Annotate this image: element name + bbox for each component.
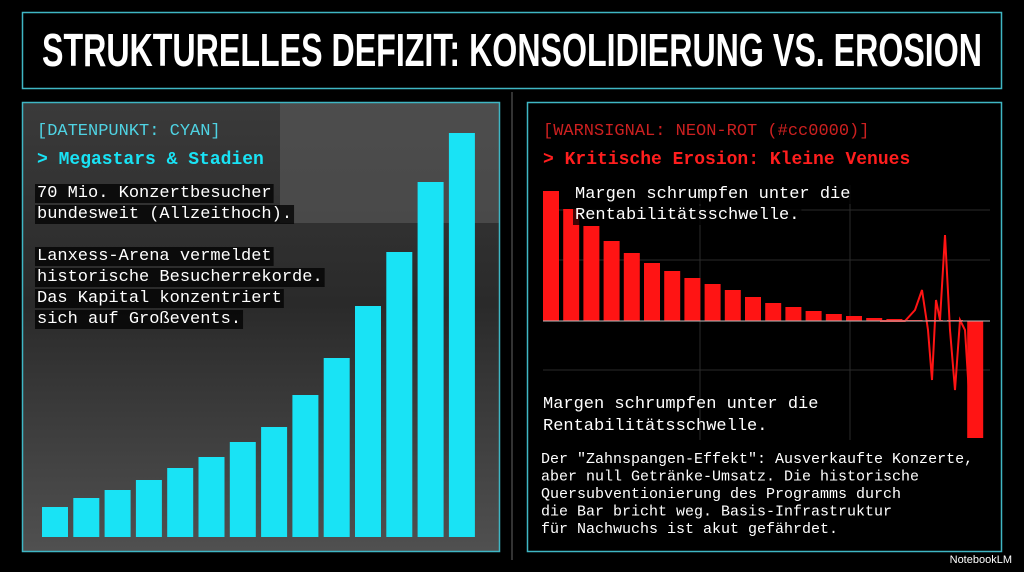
body-text: die Bar bricht weg. Basis-Infrastruktur: [541, 504, 892, 521]
text-backdrop: [35, 205, 295, 224]
bar: [866, 318, 883, 321]
bar: [724, 290, 741, 321]
panel-heading: > Kritische Erosion: Kleine Venues: [543, 150, 910, 170]
bar: [448, 133, 475, 537]
body-text: Lanxess-Arena vermeldet: [37, 247, 272, 266]
bar: [805, 311, 822, 321]
bar: [765, 303, 782, 321]
text-backdrop: [573, 185, 853, 204]
footer-brand: NotebookLM: [950, 554, 1012, 566]
bar: [704, 284, 721, 321]
bar: [825, 314, 842, 321]
title-box: [21, 11, 1003, 90]
text-backdrop: [35, 184, 274, 203]
overlay-text: Rentabilitätsschwelle.: [575, 206, 799, 225]
bar: [386, 252, 413, 537]
bar: [292, 395, 319, 537]
left-panel: [21, 101, 501, 553]
text-backdrop: [573, 206, 802, 225]
panel-heading: > Megastars & Stadien: [37, 150, 264, 170]
bar: [644, 263, 660, 321]
text-backdrop: [35, 310, 244, 329]
panel-tag: [WARNSIGNAL: NEON-ROT (#cc0000)]: [543, 122, 869, 141]
bar: [785, 307, 802, 321]
body-text: Das Kapital konzentriert: [37, 289, 282, 308]
bar: [664, 271, 681, 321]
right-panel: [526, 101, 1003, 553]
bar: [323, 358, 350, 537]
bar: [229, 442, 256, 537]
body-text: sich auf Großevents.: [37, 310, 241, 329]
body-text: Quersubventionierung des Programms durch: [541, 486, 901, 503]
bar: [355, 306, 381, 537]
text-backdrop: [35, 247, 274, 266]
bar: [261, 427, 288, 537]
bar: [684, 278, 701, 321]
panel-tag: [DATENPUNKT: CYAN]: [37, 122, 221, 141]
bar: [104, 490, 131, 537]
slide-title: STRUKTURELLES DEFIZIT: KONSOLIDIERUNG VS…: [42, 24, 982, 76]
text-backdrop: [35, 289, 284, 308]
body-text: für Nachwuchs ist akut gefährdet.: [541, 521, 838, 538]
bar: [73, 498, 100, 537]
bar: [745, 297, 761, 321]
caption-text: Margen schrumpfen unter die: [543, 395, 818, 414]
body-text: bundesweit (Allzeithoch).: [37, 205, 292, 224]
body-text: Der "Zahnspangen-Effekt": Ausverkaufte K…: [541, 451, 973, 468]
bar: [543, 191, 559, 321]
bar: [967, 321, 984, 438]
bar: [42, 507, 68, 537]
bar: [623, 253, 640, 321]
bar: [846, 316, 862, 321]
body-text: historische Besucherrekorde.: [37, 268, 323, 287]
waveform-decor: [880, 234, 971, 411]
body-text: 70 Mio. Konzertbesucher: [37, 184, 272, 203]
bar: [167, 468, 194, 537]
bar: [198, 457, 225, 537]
bar: [417, 182, 444, 537]
body-text: aber null Getränke-Umsatz. Die historisc…: [541, 469, 919, 486]
bar: [135, 480, 162, 537]
bar: [583, 226, 600, 321]
caption-text: Rentabilitätsschwelle.: [543, 417, 767, 436]
overlay-text: Margen schrumpfen unter die: [575, 185, 850, 204]
text-backdrop: [35, 268, 325, 287]
bar: [563, 209, 580, 321]
bar: [603, 241, 620, 321]
